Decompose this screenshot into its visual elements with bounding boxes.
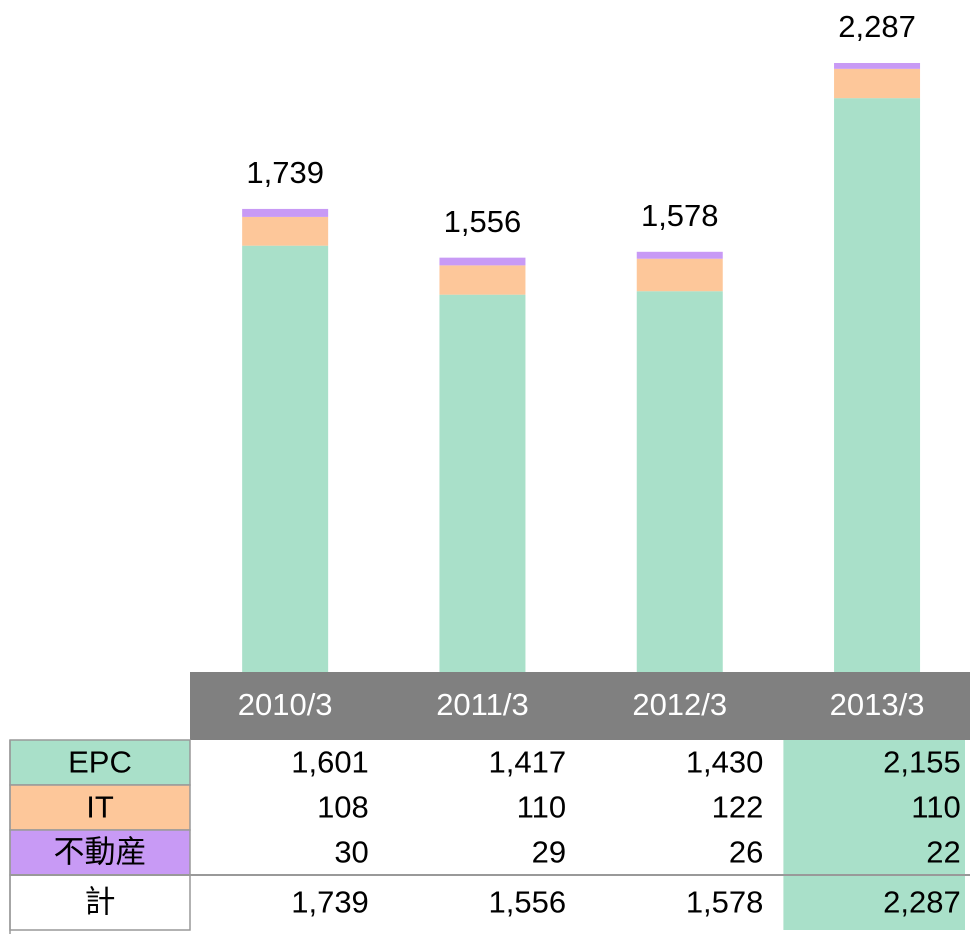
bar-segment xyxy=(834,68,921,99)
row-label: 不動産 xyxy=(54,835,147,870)
total-label: 2,287 xyxy=(838,9,916,44)
table-value: 22 xyxy=(926,835,960,870)
bar-segment xyxy=(242,245,329,672)
bar-segment xyxy=(636,258,723,292)
bar-segment xyxy=(439,265,526,295)
table-value: 1,578 xyxy=(686,885,764,920)
table-value: 1,556 xyxy=(489,885,567,920)
row-label: EPC xyxy=(68,745,132,780)
bar-segment xyxy=(636,251,723,259)
header-row xyxy=(190,672,970,740)
table-value: 30 xyxy=(334,835,368,870)
table-value: 110 xyxy=(911,790,960,825)
table-value: 108 xyxy=(317,790,369,825)
bar-segment xyxy=(242,208,329,217)
header-label: 2012/3 xyxy=(632,687,727,722)
row-label-cell xyxy=(9,829,191,876)
total-label: 1,556 xyxy=(444,204,522,239)
table-value: 110 xyxy=(517,790,566,825)
table-value: 26 xyxy=(729,835,763,870)
header-label: 2011/3 xyxy=(436,687,529,722)
bar-segment xyxy=(834,63,921,69)
table-value: 29 xyxy=(532,835,566,870)
bar-segment xyxy=(636,291,723,672)
header-label: 2010/3 xyxy=(238,687,333,722)
row-label: 計 xyxy=(85,885,116,920)
bar-segment xyxy=(834,98,921,673)
total-label: 1,578 xyxy=(641,198,719,233)
row-label: IT xyxy=(86,790,114,825)
table-value: 1,601 xyxy=(291,745,369,780)
total-label: 1,739 xyxy=(246,155,324,190)
table-value: 122 xyxy=(712,790,764,825)
bar-segment xyxy=(439,294,526,672)
table-value: 2,287 xyxy=(883,885,961,920)
table-value: 1,739 xyxy=(291,885,369,920)
table-value: 1,430 xyxy=(686,745,764,780)
highlight-column xyxy=(783,740,965,930)
table-value: 2,155 xyxy=(883,745,961,780)
bar-segment xyxy=(439,257,526,266)
header-label: 2013/3 xyxy=(830,687,925,722)
table-value: 1,417 xyxy=(489,745,567,780)
bar-segment xyxy=(242,216,329,246)
